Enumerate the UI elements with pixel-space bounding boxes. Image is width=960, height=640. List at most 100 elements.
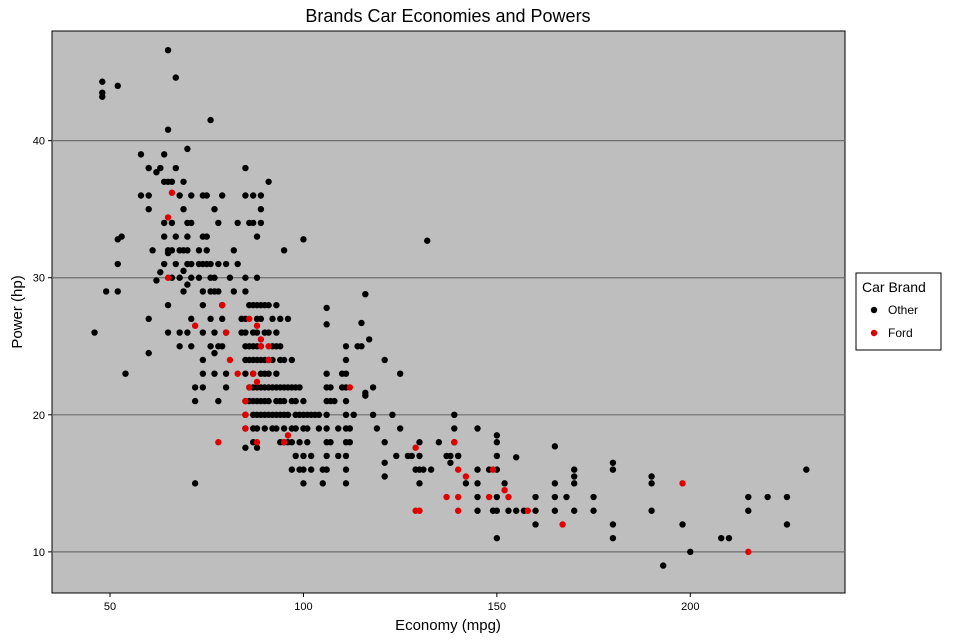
point-other — [648, 480, 655, 487]
point-other — [176, 192, 183, 199]
point-other — [137, 151, 145, 158]
point-ford — [249, 370, 257, 377]
point-ford — [454, 466, 462, 473]
point-other — [474, 493, 481, 501]
point-other — [451, 425, 458, 432]
point-other — [207, 116, 214, 124]
point-other — [424, 237, 431, 244]
y-tick-label: 30 — [33, 273, 45, 285]
point-other — [288, 466, 296, 473]
point-other — [493, 507, 501, 514]
point-other — [188, 192, 195, 199]
point-ford — [501, 486, 508, 494]
point-other — [416, 480, 423, 487]
point-other — [300, 466, 307, 473]
point-other — [571, 466, 578, 473]
point-other — [273, 370, 280, 377]
point-other — [369, 384, 377, 391]
point-other — [242, 329, 249, 336]
point-other — [288, 439, 296, 446]
point-other — [342, 356, 350, 364]
point-ford — [485, 493, 493, 501]
point-other — [91, 329, 98, 336]
point-other — [342, 452, 350, 460]
plot-panel — [51, 30, 846, 594]
point-other — [253, 329, 261, 336]
point-other — [203, 247, 210, 254]
point-other — [261, 425, 268, 432]
point-other — [207, 343, 214, 350]
point-other — [265, 301, 272, 309]
point-other — [145, 192, 152, 199]
point-other — [265, 397, 272, 405]
point-other — [137, 192, 145, 199]
point-other — [362, 290, 369, 298]
point-other — [745, 493, 752, 501]
point-ford — [454, 493, 462, 501]
point-other — [803, 466, 810, 473]
point-other — [211, 274, 218, 281]
y-tick-label: 10 — [33, 547, 45, 559]
point-other — [188, 260, 195, 268]
point-other — [242, 192, 249, 199]
point-ford — [265, 356, 272, 364]
point-other — [234, 219, 241, 227]
point-other — [242, 370, 249, 377]
point-other — [323, 466, 330, 473]
point-other — [280, 356, 288, 364]
point-other — [191, 384, 199, 391]
point-other — [454, 452, 462, 460]
point-other — [315, 411, 323, 419]
point-other — [300, 480, 307, 487]
point-ford — [246, 384, 253, 391]
point-other — [153, 277, 160, 284]
point-other — [145, 164, 152, 172]
point-other — [242, 274, 249, 281]
point-other — [609, 459, 617, 466]
point-other — [153, 168, 160, 176]
point-other — [180, 178, 187, 185]
point-other — [99, 78, 106, 85]
point-ford — [559, 521, 566, 528]
point-other — [184, 233, 191, 240]
point-other — [366, 336, 373, 343]
point-other — [160, 219, 168, 227]
point-other — [346, 425, 354, 432]
point-other — [435, 439, 443, 446]
point-other — [277, 315, 284, 323]
point-other — [718, 534, 725, 542]
point-other — [659, 562, 667, 569]
point-ford — [242, 397, 249, 405]
point-other — [648, 507, 655, 514]
point-other — [199, 329, 207, 336]
point-other — [280, 397, 288, 405]
point-ford — [462, 473, 470, 480]
point-other — [253, 444, 261, 451]
point-other — [226, 274, 234, 281]
point-ford — [443, 493, 450, 501]
legend-label-ford: Ford — [888, 326, 913, 340]
point-ford — [454, 507, 462, 514]
point-other — [160, 151, 168, 158]
point-other — [609, 521, 617, 528]
y-tick-label: 40 — [33, 136, 45, 148]
point-other — [396, 370, 404, 377]
point-other — [292, 425, 299, 432]
point-other — [474, 480, 481, 487]
point-other — [346, 439, 354, 446]
point-other — [532, 507, 539, 514]
point-other — [342, 480, 350, 487]
point-other — [199, 288, 207, 295]
point-other — [493, 439, 501, 446]
point-other — [188, 343, 195, 350]
point-other — [493, 432, 501, 439]
point-other — [219, 343, 226, 350]
point-other — [211, 205, 218, 213]
point-other — [280, 247, 288, 254]
point-other — [342, 466, 350, 473]
point-other — [393, 452, 400, 460]
point-ford — [745, 548, 752, 556]
point-ford — [679, 480, 686, 487]
x-tick-label: 150 — [488, 601, 506, 613]
point-ford — [168, 189, 176, 196]
